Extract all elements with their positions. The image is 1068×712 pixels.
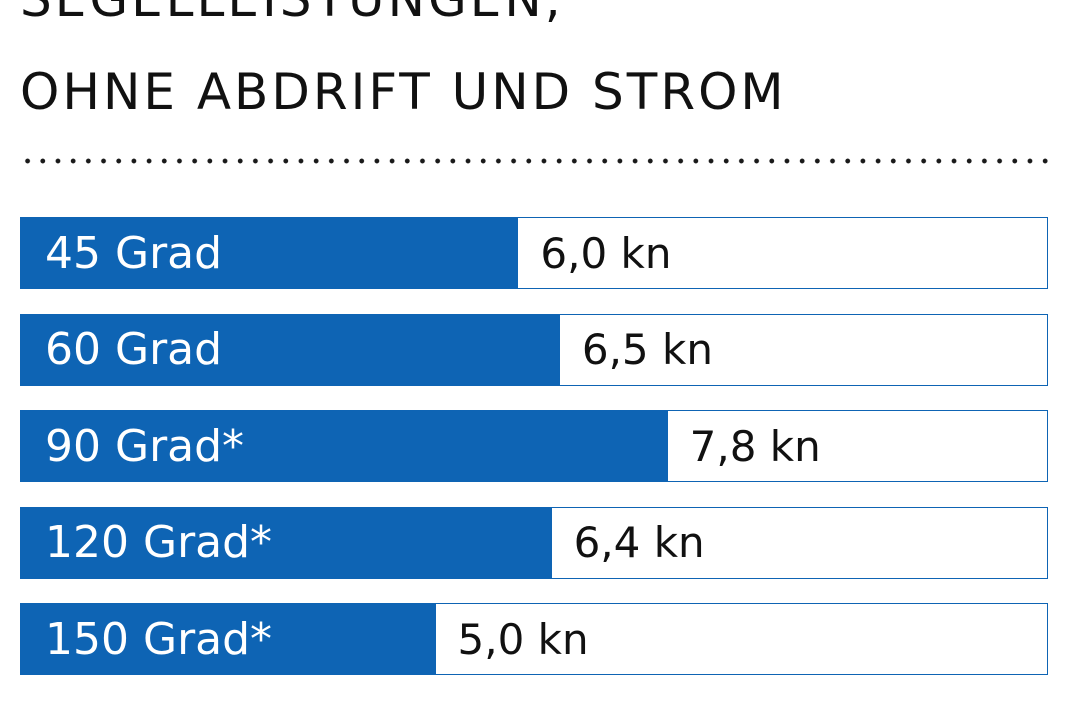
category-label: 120 Grad* (45, 517, 273, 568)
category-label: 60 Grad (45, 324, 223, 375)
dotted-divider (20, 158, 1056, 164)
category-label: 90 Grad* (45, 420, 245, 472)
bar (21, 604, 436, 674)
chart-title-line-1: SEGELLEISTUNGEN, (20, 0, 564, 24)
bar-row: 150 Grad* 5,0 kn (20, 603, 1048, 675)
bar-row: 45 Grad 6,0 kn (20, 217, 1048, 289)
bar (21, 314, 560, 385)
value-label: 7,8 kn (689, 421, 821, 471)
value-label: 5,0 kn (457, 614, 589, 664)
bar-row: 90 Grad* 7,8 kn (20, 410, 1048, 482)
category-label: 150 Grad* (45, 613, 273, 665)
value-label: 6,0 kn (540, 228, 672, 278)
chart-title-line-2: OHNE ABDRIFT UND STROM (20, 63, 787, 121)
value-label: 6,5 kn (581, 325, 713, 374)
bar-row: 120 Grad* 6,4 kn (20, 506, 1048, 579)
bar (21, 218, 519, 288)
category-label: 45 Grad (45, 227, 223, 279)
bar (21, 507, 552, 578)
value-label: 6,4 kn (573, 518, 705, 567)
bar-row: 60 Grad 6,5 kn (20, 313, 1048, 386)
bar (21, 411, 668, 481)
